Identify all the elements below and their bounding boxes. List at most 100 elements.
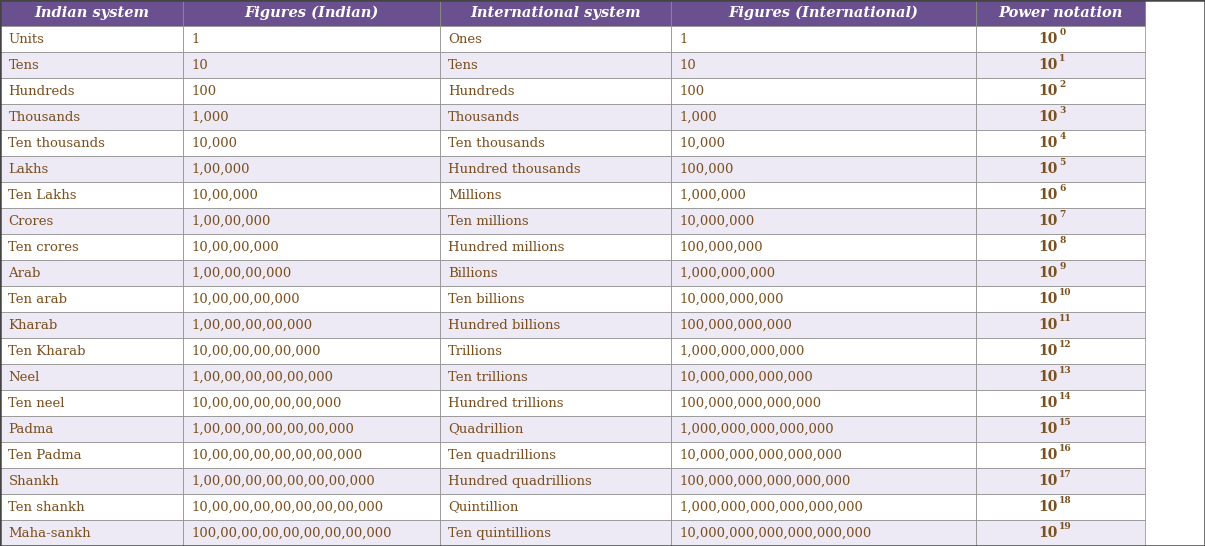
Text: Arab: Arab (8, 266, 41, 280)
Bar (0, 182, 183, 208)
Text: Figures (Indian): Figures (Indian) (245, 6, 378, 20)
Bar (671, 364, 976, 390)
Bar (671, 338, 976, 364)
Text: Ten thousands: Ten thousands (448, 136, 545, 150)
Text: Ten trillions: Ten trillions (448, 371, 528, 384)
Bar (671, 390, 976, 416)
Text: 10,00,00,000: 10,00,00,000 (192, 241, 280, 254)
Text: Kharab: Kharab (8, 318, 58, 331)
Bar (183, 156, 440, 182)
Bar (0, 78, 183, 104)
Bar (976, 234, 1145, 260)
Bar (183, 520, 440, 546)
Text: 19: 19 (1059, 522, 1072, 531)
Text: Crores: Crores (8, 215, 54, 228)
Text: 100: 100 (680, 85, 705, 98)
Text: 100,00,00,00,00,00,00,00,000: 100,00,00,00,00,00,00,00,000 (192, 526, 392, 539)
Text: 4: 4 (1059, 132, 1065, 141)
Text: 10: 10 (1039, 422, 1058, 436)
Text: Hundred thousands: Hundred thousands (448, 163, 581, 176)
Bar (976, 390, 1145, 416)
Bar (0, 338, 183, 364)
Text: 10: 10 (1039, 110, 1058, 124)
Bar (183, 52, 440, 78)
Text: 10: 10 (1039, 84, 1058, 98)
Bar (671, 260, 976, 286)
Bar (671, 286, 976, 312)
Text: 1,00,00,000: 1,00,00,000 (192, 215, 271, 228)
Bar (183, 312, 440, 338)
Text: 10: 10 (680, 58, 696, 72)
Text: 10: 10 (1039, 370, 1058, 384)
Text: 10: 10 (1039, 318, 1058, 332)
Text: 10: 10 (1039, 32, 1058, 46)
Bar (671, 234, 976, 260)
Bar (671, 78, 976, 104)
Bar (976, 26, 1145, 52)
Bar (0, 234, 183, 260)
Text: Ten crores: Ten crores (8, 241, 80, 254)
Bar (671, 208, 976, 234)
Text: 15: 15 (1059, 418, 1071, 427)
Bar (0, 208, 183, 234)
Text: 2: 2 (1059, 80, 1065, 89)
Text: 12: 12 (1059, 340, 1071, 349)
Text: Maha-sankh: Maha-sankh (8, 526, 92, 539)
Text: 10,00,00,00,000: 10,00,00,00,000 (192, 293, 300, 306)
Bar (671, 520, 976, 546)
Text: Quintillion: Quintillion (448, 501, 518, 514)
Text: 1,00,000: 1,00,000 (192, 163, 251, 176)
Bar (183, 364, 440, 390)
Text: 10: 10 (1039, 136, 1058, 150)
Bar (671, 156, 976, 182)
Text: Figures (International): Figures (International) (729, 6, 918, 20)
Text: 10,000,000,000,000,000: 10,000,000,000,000,000 (680, 448, 842, 461)
Text: 10: 10 (1039, 188, 1058, 202)
Text: 1,000,000,000: 1,000,000,000 (680, 266, 776, 280)
Bar (0, 26, 183, 52)
Bar (440, 468, 671, 494)
Bar (0, 364, 183, 390)
Bar (183, 468, 440, 494)
Text: 1: 1 (680, 33, 688, 46)
Text: Padma: Padma (8, 423, 54, 436)
Bar (183, 208, 440, 234)
Text: 8: 8 (1059, 236, 1065, 245)
Bar (671, 26, 976, 52)
Text: 10: 10 (1039, 448, 1058, 462)
Text: 1,00,00,00,00,000: 1,00,00,00,00,000 (192, 318, 313, 331)
Bar (440, 182, 671, 208)
Text: 10: 10 (1039, 500, 1058, 514)
Text: 7: 7 (1059, 210, 1065, 219)
Text: Ones: Ones (448, 33, 482, 46)
Bar (0, 130, 183, 156)
Bar (183, 338, 440, 364)
Text: 10: 10 (192, 58, 208, 72)
Bar (440, 52, 671, 78)
Bar (671, 0, 976, 26)
Bar (976, 208, 1145, 234)
Bar (183, 26, 440, 52)
Text: 10,000: 10,000 (192, 136, 237, 150)
Bar (671, 416, 976, 442)
Text: Hundred trillions: Hundred trillions (448, 396, 564, 410)
Bar (0, 52, 183, 78)
Bar (440, 156, 671, 182)
Bar (0, 468, 183, 494)
Text: Hundred quadrillions: Hundred quadrillions (448, 474, 592, 488)
Text: Ten quintillions: Ten quintillions (448, 526, 551, 539)
Text: 18: 18 (1059, 496, 1072, 505)
Text: 0: 0 (1059, 28, 1065, 37)
Bar (440, 260, 671, 286)
Text: 10,000,000,000: 10,000,000,000 (680, 293, 784, 306)
Bar (976, 78, 1145, 104)
Bar (440, 364, 671, 390)
Bar (440, 234, 671, 260)
Text: Tens: Tens (8, 58, 40, 72)
Text: Hundreds: Hundreds (8, 85, 75, 98)
Text: 3: 3 (1059, 106, 1065, 115)
Text: 11: 11 (1059, 314, 1072, 323)
Bar (671, 104, 976, 130)
Bar (183, 286, 440, 312)
Text: 10: 10 (1039, 396, 1058, 410)
